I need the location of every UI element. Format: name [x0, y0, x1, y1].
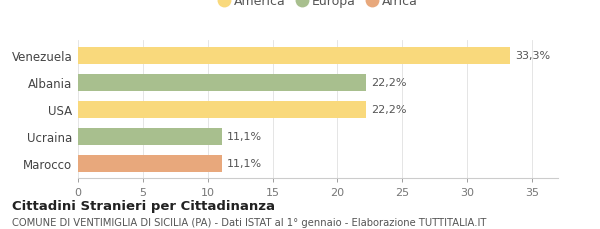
Text: 33,3%: 33,3%: [515, 51, 550, 61]
Text: Cittadini Stranieri per Cittadinanza: Cittadini Stranieri per Cittadinanza: [12, 199, 275, 212]
Bar: [78, 101, 366, 119]
Bar: [78, 47, 510, 65]
Text: COMUNE DI VENTIMIGLIA DI SICILIA (PA) - Dati ISTAT al 1° gennaio - Elaborazione : COMUNE DI VENTIMIGLIA DI SICILIA (PA) - …: [12, 218, 487, 227]
Text: 11,1%: 11,1%: [227, 132, 262, 142]
Text: 22,2%: 22,2%: [371, 78, 407, 88]
Bar: [78, 155, 222, 172]
Bar: [78, 128, 222, 145]
Bar: [78, 74, 366, 92]
Text: 22,2%: 22,2%: [371, 105, 407, 115]
Legend: America, Europa, Africa: America, Europa, Africa: [218, 0, 418, 8]
Text: 11,1%: 11,1%: [227, 159, 262, 169]
